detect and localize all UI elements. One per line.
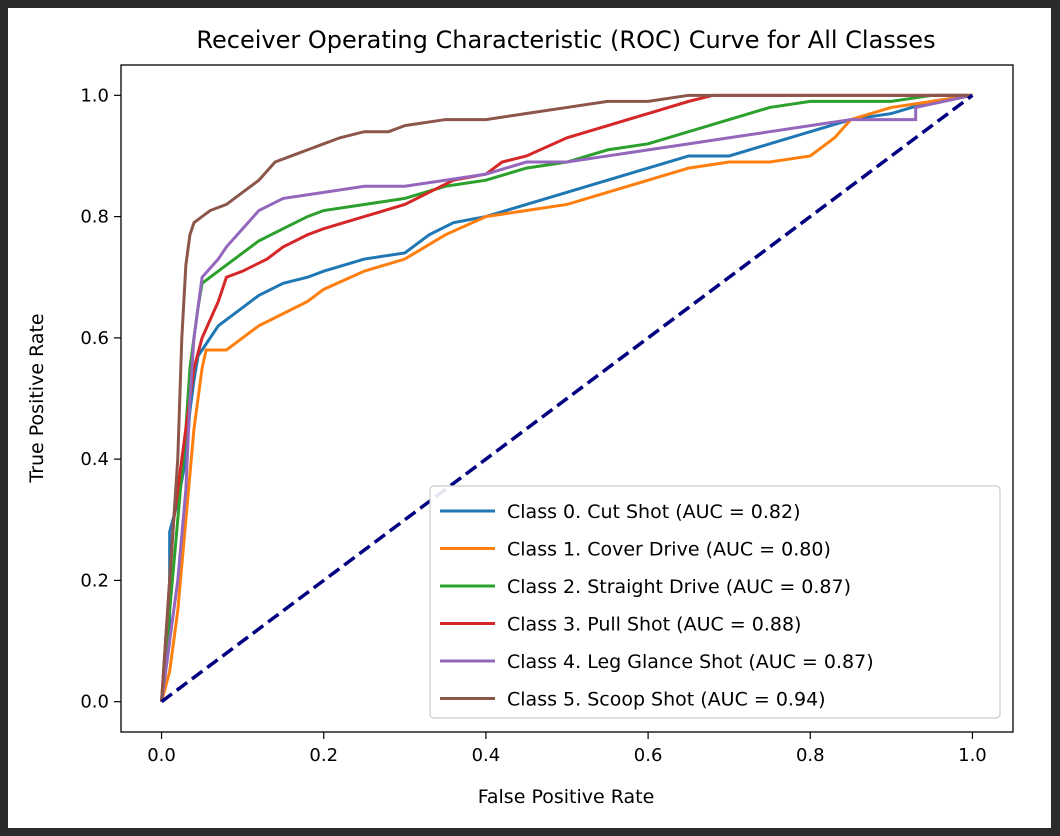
plot-frame xyxy=(120,64,1014,733)
x-tick-label: 0.8 xyxy=(796,745,825,766)
x-tick-label: 0.0 xyxy=(147,745,176,766)
legend-label-2: Class 2. Straight Drive (AUC = 0.87) xyxy=(507,576,851,598)
series-line-1 xyxy=(160,93,973,703)
roc-chart: Receiver Operating Characteristic (ROC) … xyxy=(26,26,1014,808)
chart-title: Receiver Operating Characteristic (ROC) … xyxy=(196,26,935,54)
diagonal-reference-line xyxy=(160,93,974,704)
legend: Class 0. Cut Shot (AUC = 0.82) Class 1. C… xyxy=(429,485,1001,719)
legend-label-5: Class 5. Scoop Shot (AUC = 0.94) xyxy=(507,689,826,711)
plot-area xyxy=(160,93,974,704)
legend-label-0: Class 0. Cut Shot (AUC = 0.82) xyxy=(507,501,801,523)
series-line-5 xyxy=(160,93,973,702)
axis-ticks: 0.0 0.2 0.4 0.6 0.8 1.0 0.0 0.2 0.4 0.6 0.8 1.0 xyxy=(80,85,986,766)
series-line-0 xyxy=(160,93,973,702)
legend-box xyxy=(429,485,1001,719)
y-tick-label: 0.8 xyxy=(80,207,109,228)
series-line-4 xyxy=(160,93,973,702)
x-tick-label: 0.6 xyxy=(634,745,663,766)
y-axis-label: True Positive Rate xyxy=(26,313,48,483)
x-tick-label: 0.2 xyxy=(309,745,338,766)
figure: Receiver Operating Characteristic (ROC) … xyxy=(8,8,1051,828)
y-tick-label: 0.2 xyxy=(80,570,109,591)
x-tick-label: 0.4 xyxy=(472,745,501,766)
y-tick-label: 1.0 xyxy=(80,85,109,106)
y-tick-label: 0.6 xyxy=(80,328,109,349)
y-tick-label: 0.0 xyxy=(80,692,109,713)
x-tick-label: 1.0 xyxy=(958,745,987,766)
legend-label-4: Class 4. Leg Glance Shot (AUC = 0.87) xyxy=(507,651,874,673)
x-axis-label: False Positive Rate xyxy=(478,786,655,808)
y-tick-label: 0.4 xyxy=(80,449,109,470)
legend-label-3: Class 3. Pull Shot (AUC = 0.88) xyxy=(507,614,801,636)
legend-label-1: Class 1. Cover Drive (AUC = 0.80) xyxy=(507,539,831,561)
